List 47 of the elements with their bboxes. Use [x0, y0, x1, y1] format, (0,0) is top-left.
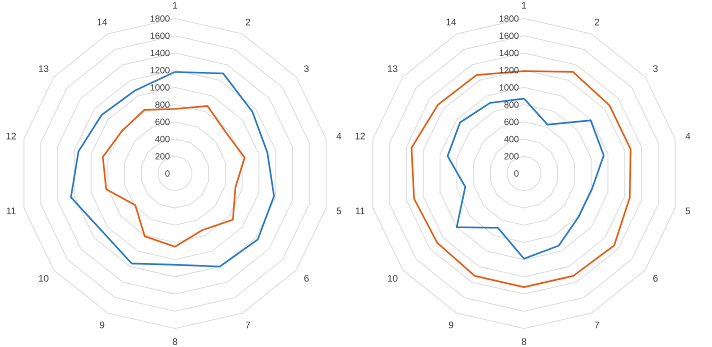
- spoke-label: 7: [246, 322, 250, 328]
- spoke-label: 1: [522, 2, 526, 9]
- spoke-label: 2: [246, 18, 250, 26]
- y-tick-label: 1200: [150, 67, 170, 74]
- spoke-label: 14: [98, 18, 108, 26]
- spoke-label: 6: [304, 274, 309, 282]
- y-tick-label: 1000: [150, 84, 170, 91]
- spoke-label: 11: [6, 208, 16, 214]
- y-tick-label: 800: [504, 101, 519, 108]
- spoke-label: 7: [594, 322, 600, 328]
- spoke-label: 9: [448, 322, 454, 328]
- spoke-label: 10: [388, 274, 398, 282]
- spoke-label: 5: [686, 208, 690, 214]
- y-tick-label: 800: [155, 101, 170, 108]
- spoke-label: 4: [336, 132, 342, 140]
- y-tick-label: 600: [155, 118, 170, 126]
- y-tick-label: 400: [155, 136, 170, 142]
- y-tick-label: 0: [514, 170, 519, 177]
- spoke-label: 14: [446, 18, 456, 26]
- y-tick-label: 1000: [500, 84, 519, 91]
- y-tick-label: 1800: [500, 15, 519, 22]
- y-tick-label: 1400: [150, 50, 170, 56]
- y-tick-label: 200: [504, 153, 519, 160]
- y-tick-label: 0: [165, 170, 170, 177]
- spoke-label: 13: [39, 65, 48, 72]
- spoke-label: 6: [653, 274, 658, 282]
- spoke-label: 3: [653, 65, 658, 72]
- spoke-label: 12: [356, 132, 365, 140]
- spoke-label: 11: [356, 208, 365, 214]
- y-tick-label: 400: [504, 136, 519, 142]
- y-tick-label: 1600: [150, 32, 170, 39]
- spoke-label: 8: [172, 338, 178, 345]
- spoke-label: 10: [39, 274, 48, 282]
- spoke-label: 1: [173, 2, 178, 9]
- spoke-label: 8: [522, 338, 526, 345]
- spoke-label: 13: [388, 65, 398, 72]
- spoke-label: 4: [686, 132, 690, 140]
- y-tick-label: 200: [155, 153, 170, 160]
- y-tick-label: 1800: [150, 15, 170, 22]
- spoke-label: 2: [594, 18, 600, 26]
- y-tick-label: 1600: [500, 32, 519, 39]
- spoke-label: 5: [336, 208, 342, 214]
- spoke-label: 12: [6, 132, 16, 140]
- y-tick-label: 1400: [500, 50, 519, 56]
- spoke-label: 9: [100, 322, 104, 328]
- spoke-label: 3: [304, 65, 309, 72]
- y-tick-label: 600: [504, 118, 519, 126]
